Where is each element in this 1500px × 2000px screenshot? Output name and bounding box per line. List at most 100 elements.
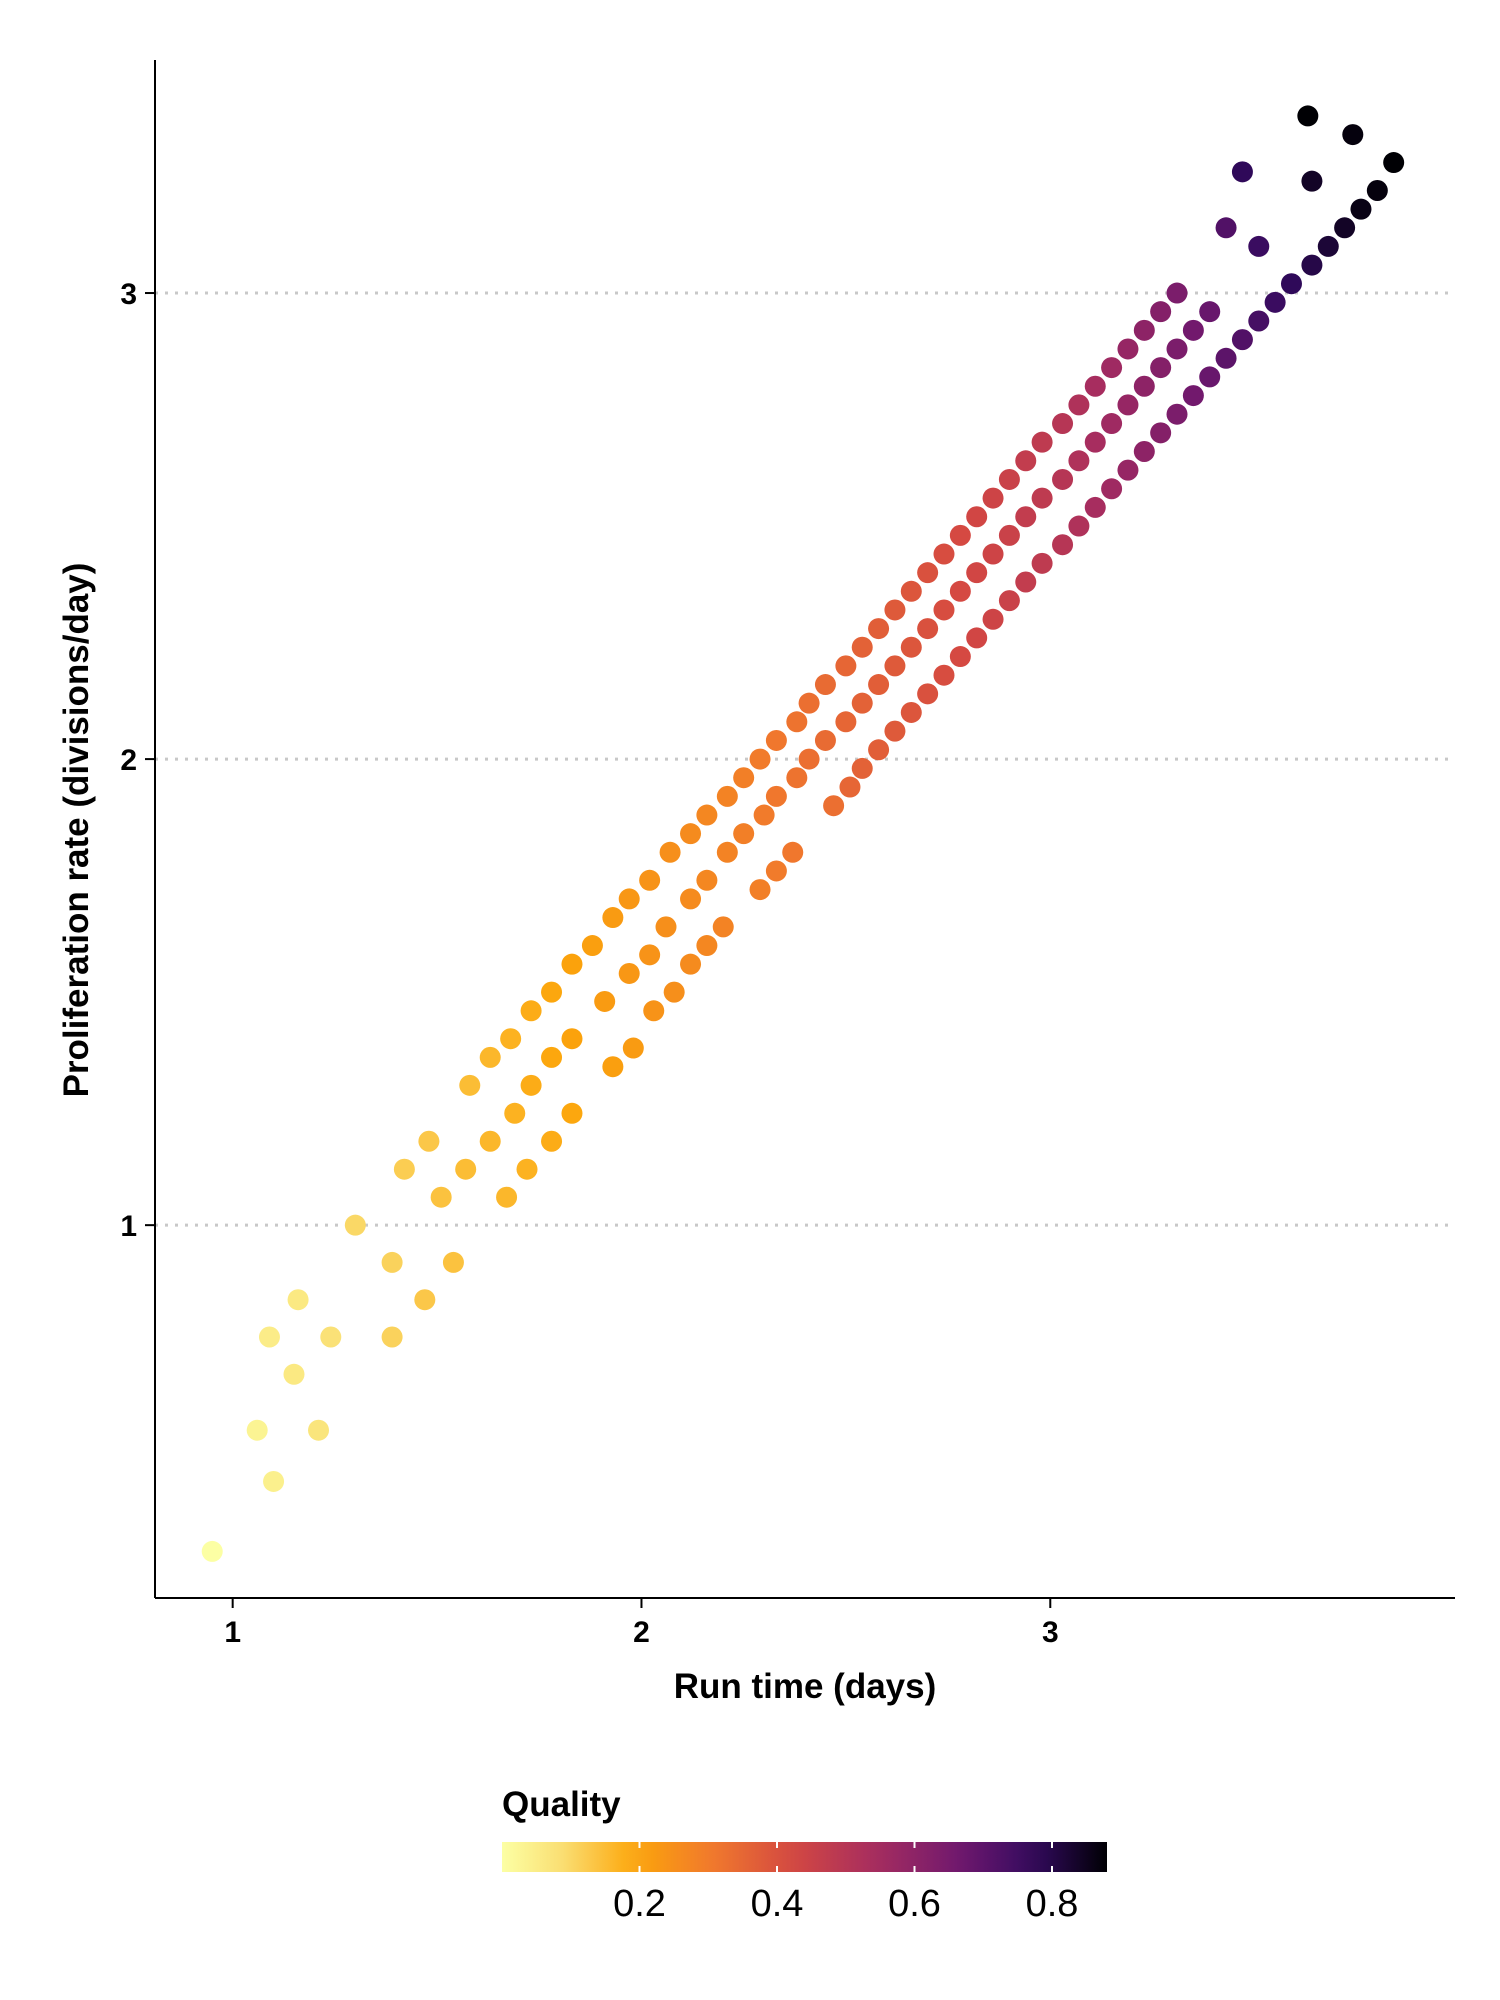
data-point [1150,301,1172,323]
data-point [1031,552,1053,574]
y-tick-label: 3 [120,278,137,311]
x-axis-ticks: 1 2 3 [224,1598,1059,1649]
data-point [618,962,640,984]
data-point [663,981,685,1003]
data-point [1301,254,1323,276]
data-point [459,1074,481,1096]
colorbar-tick-label: 0.4 [751,1883,804,1925]
data-point [1133,319,1155,341]
data-point [884,720,906,742]
data-point [753,804,775,826]
data-point [602,1056,624,1078]
data-point [1101,357,1123,379]
data-point [765,729,787,751]
data-point [201,1540,223,1562]
data-point [823,795,845,817]
data-point [430,1186,452,1208]
data-point [1084,496,1106,518]
data-point [1117,459,1139,481]
data-point [917,618,939,640]
data-point [1199,301,1221,323]
data-point [786,767,808,789]
data-point [1231,161,1253,183]
data-point [982,608,1004,630]
data-point [998,524,1020,546]
data-point [418,1130,440,1152]
data-point [1166,338,1188,360]
data-points [201,105,1405,1562]
data-point [749,748,771,770]
data-point [561,1028,583,1050]
y-axis-title: Proliferation rate (divisions/day) [57,563,96,1098]
data-point [814,674,836,696]
legend-title: Quality [502,1785,621,1824]
x-tick-label: 2 [633,1616,650,1649]
x-axis-title: Run time (days) [674,1667,937,1706]
x-tick-label: 3 [1042,1616,1059,1649]
data-point [643,1000,665,1022]
data-point [655,916,677,938]
data-point [1068,394,1090,416]
data-point [1052,413,1074,435]
data-point [561,953,583,975]
data-point [639,869,661,891]
data-point [602,907,624,929]
data-point [308,1419,330,1441]
data-point [1301,170,1323,192]
data-point [479,1046,501,1068]
data-point [381,1251,403,1273]
data-point [966,627,988,649]
data-point [381,1326,403,1348]
data-point [639,944,661,966]
data-point [500,1028,522,1050]
data-point [659,841,681,863]
data-point [1334,217,1356,239]
data-point [283,1363,305,1385]
data-point [1052,534,1074,556]
data-point [933,543,955,565]
data-point [344,1214,366,1236]
data-point [749,879,771,901]
data-point [949,524,971,546]
data-point [998,468,1020,490]
data-point [716,785,738,807]
data-point [263,1470,285,1492]
data-point [1052,468,1074,490]
data-point [1101,413,1123,435]
data-point [949,646,971,668]
data-point [541,1130,563,1152]
data-point [1068,515,1090,537]
data-point [814,729,836,751]
data-point [733,823,755,845]
data-point [680,888,702,910]
data-point [1150,357,1172,379]
data-point [949,580,971,602]
data-point [496,1186,518,1208]
colorbar [502,1842,1107,1872]
data-point [1068,450,1090,472]
data-point [1133,440,1155,462]
data-point [594,990,616,1012]
data-point [884,599,906,621]
data-point [851,757,873,779]
data-point [839,776,861,798]
data-point [1182,385,1204,407]
colorbar-tick-label: 0.6 [888,1883,941,1925]
data-point [479,1130,501,1152]
data-point [1182,319,1204,341]
data-point [1015,506,1037,528]
data-point [933,664,955,686]
y-tick-label: 2 [120,744,137,777]
data-point [1280,273,1302,295]
data-point [1084,431,1106,453]
data-point [504,1102,526,1124]
data-point [966,506,988,528]
data-point [1101,478,1123,500]
data-point [765,860,787,882]
data-point [520,1000,542,1022]
data-point [917,683,939,705]
data-point [414,1289,436,1311]
data-point [520,1074,542,1096]
data-point [442,1251,464,1273]
y-tick-label: 1 [120,1210,137,1243]
